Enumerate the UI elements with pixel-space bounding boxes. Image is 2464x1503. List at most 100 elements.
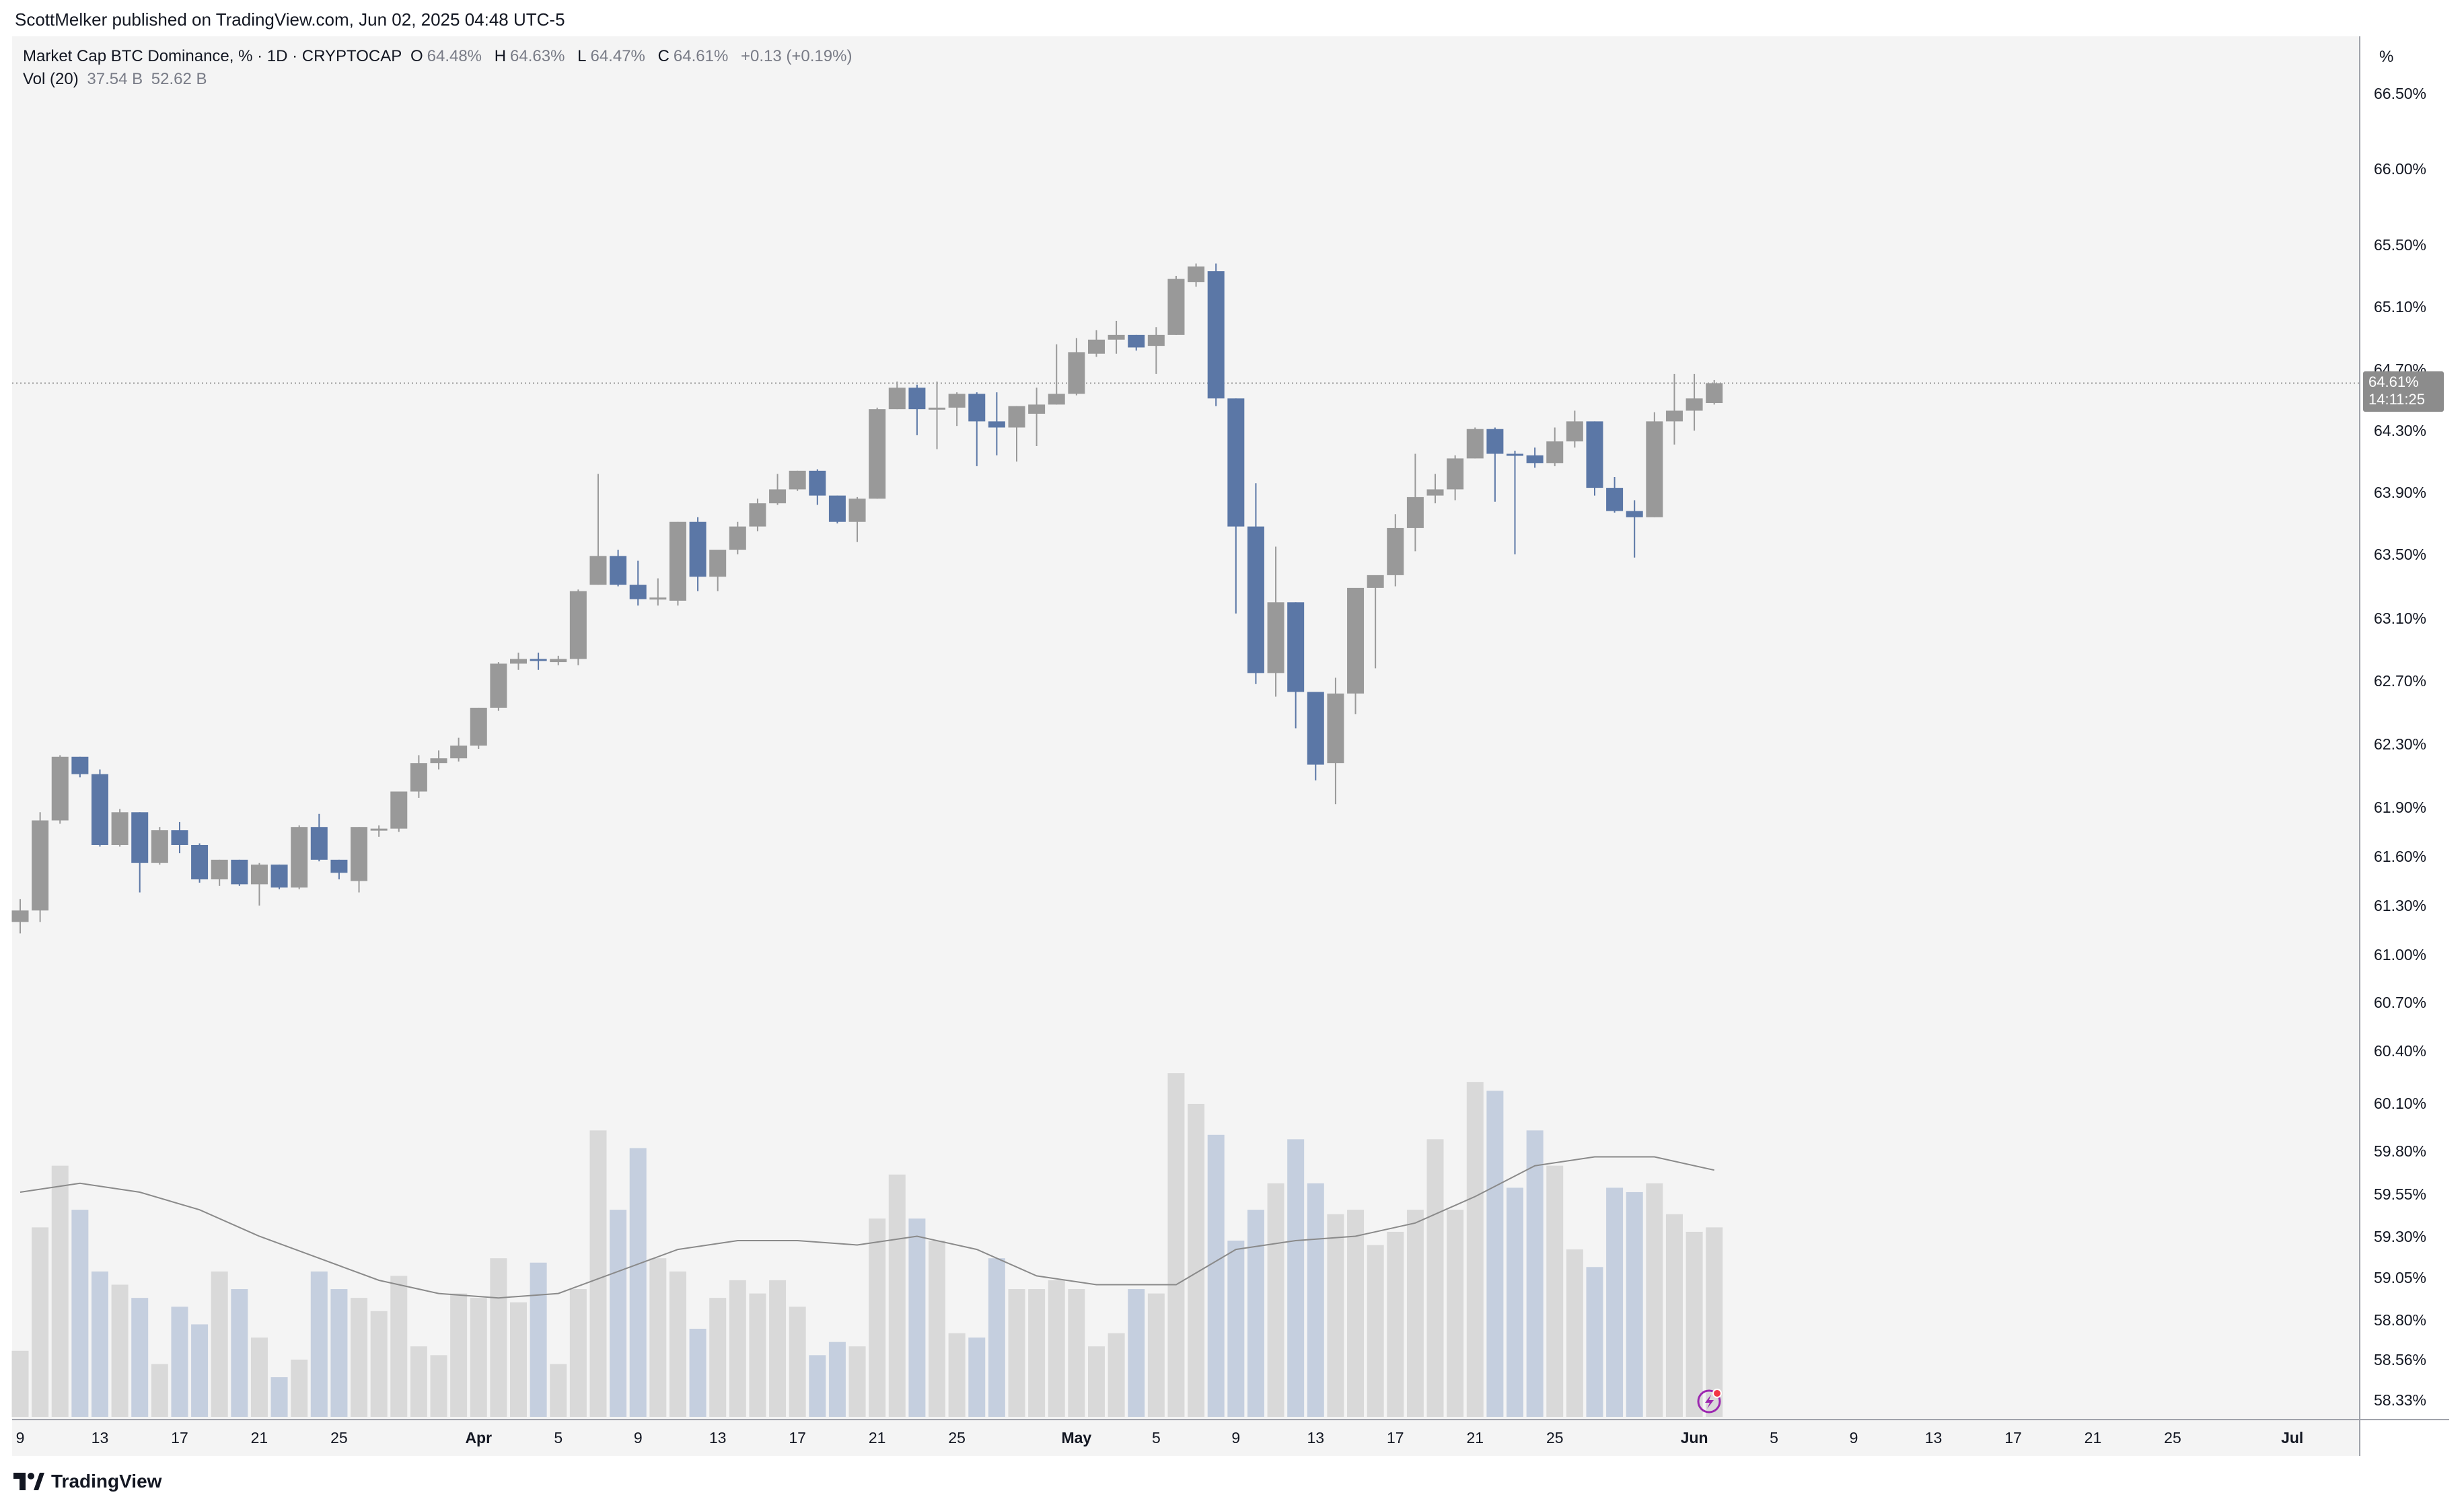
candle [1028, 388, 1046, 446]
price-scale-unit-selector[interactable]: % [2372, 42, 2447, 73]
candle [908, 384, 926, 435]
time-axis-label: 17 [2004, 1429, 2022, 1446]
volume-bar [1406, 1210, 1424, 1417]
candle [1387, 514, 1404, 587]
candle [589, 474, 607, 585]
legend-open-value: 64.48% [427, 47, 482, 65]
price-axis-label: 60.10% [2374, 1095, 2426, 1112]
price-axis-label: 61.00% [2374, 946, 2426, 963]
candle [231, 859, 248, 886]
legend-open-label: O [410, 47, 423, 65]
candle [1227, 398, 1245, 614]
volume-bar [1426, 1139, 1444, 1417]
volume-bar [1606, 1187, 1624, 1417]
tradingview-brand-text: TradingView [51, 1471, 162, 1492]
time-axis-label: 21 [1466, 1429, 1484, 1446]
candle [1068, 338, 1085, 396]
time-axis-label: 9 [16, 1429, 25, 1446]
candle [71, 756, 89, 778]
time-axis-label: 21 [251, 1429, 268, 1446]
time-axis-labels: 9 13 17 21 25 Apr 5 9 13 17 21 25 May 5 9 13 17 21 25 Jun 5 9… [16, 1429, 2304, 1446]
candle [1008, 406, 1025, 462]
price-axis-label: 59.55% [2374, 1185, 2426, 1203]
candlesticks [11, 263, 1723, 934]
volume-bar [191, 1324, 209, 1417]
legend-change: +0.13 (+0.19%) [740, 47, 853, 65]
volume-bar [111, 1284, 129, 1417]
candle [430, 750, 447, 770]
volume-bar [1626, 1192, 1643, 1417]
candle [530, 653, 547, 670]
candle [171, 821, 188, 854]
time-axis-label: Apr [465, 1429, 492, 1446]
time-axis-label: 13 [92, 1429, 109, 1446]
candle [1646, 412, 1663, 517]
candle [1447, 455, 1464, 501]
candle [669, 521, 686, 606]
candle [351, 827, 368, 893]
volume-bar [908, 1218, 926, 1417]
volume-bar [510, 1302, 527, 1417]
candle [1626, 500, 1643, 558]
time-axis-label: 17 [171, 1429, 188, 1446]
volume-bar [351, 1298, 368, 1417]
tradingview-logo[interactable]: TradingView [13, 1468, 161, 1495]
volume-bar [1367, 1245, 1384, 1417]
time-axis-label: 25 [330, 1429, 348, 1446]
candle [888, 381, 906, 410]
candle [1507, 450, 1523, 554]
candle [968, 392, 986, 466]
volume-bar [1227, 1241, 1245, 1417]
time-axis-label: 9 [1231, 1429, 1240, 1446]
price-axis-label: 59.05% [2374, 1269, 2426, 1286]
candle [828, 495, 846, 523]
candle [848, 497, 866, 542]
candle [310, 813, 328, 862]
candle [1606, 477, 1624, 513]
volume-bar [1188, 1103, 1205, 1417]
candle [769, 474, 787, 505]
volume-bar [1267, 1183, 1284, 1417]
volume-bar [1207, 1134, 1225, 1417]
volume-bar [1128, 1289, 1145, 1417]
candle [1108, 320, 1125, 354]
candle [510, 653, 527, 670]
volume-bar [151, 1364, 168, 1417]
price-axis-label: 63.10% [2374, 610, 2426, 627]
chart-pane-background [12, 36, 2359, 1456]
volume-bar [769, 1280, 787, 1417]
legend-vol-ma-value: 52.62 B [151, 70, 207, 88]
legend-high-label: H [494, 47, 507, 65]
candle [1486, 427, 1504, 502]
volume-bar [948, 1333, 966, 1417]
volume-bar [430, 1355, 447, 1417]
volume-bar [51, 1165, 69, 1417]
volume-bar [1466, 1082, 1484, 1417]
candle [1665, 373, 1683, 445]
time-axis-label: 25 [1546, 1429, 1564, 1446]
volume-bar [569, 1289, 587, 1417]
time-axis-label: Jun [1681, 1429, 1708, 1446]
volume-bar [330, 1289, 348, 1417]
candle [649, 578, 667, 606]
price-axis-label: 64.30% [2374, 422, 2426, 439]
volume-bar [649, 1258, 667, 1417]
candle [948, 392, 966, 427]
time-axis-label: 21 [2085, 1429, 2102, 1446]
volume-bar [32, 1227, 49, 1417]
volume-bar [1028, 1289, 1046, 1417]
candle [1367, 575, 1384, 669]
candle [270, 865, 288, 889]
volume-bar [310, 1271, 328, 1417]
candle [629, 560, 647, 606]
price-axis-label: 66.50% [2374, 85, 2426, 102]
volume-bar [270, 1377, 288, 1417]
legend-low-label: L [577, 47, 587, 65]
candle [1287, 602, 1305, 729]
time-axis-label: 13 [1925, 1429, 1943, 1446]
candle [1267, 546, 1284, 697]
volume-bar [809, 1355, 826, 1417]
candle [569, 589, 587, 665]
lightning-icon[interactable] [1697, 1389, 1722, 1414]
